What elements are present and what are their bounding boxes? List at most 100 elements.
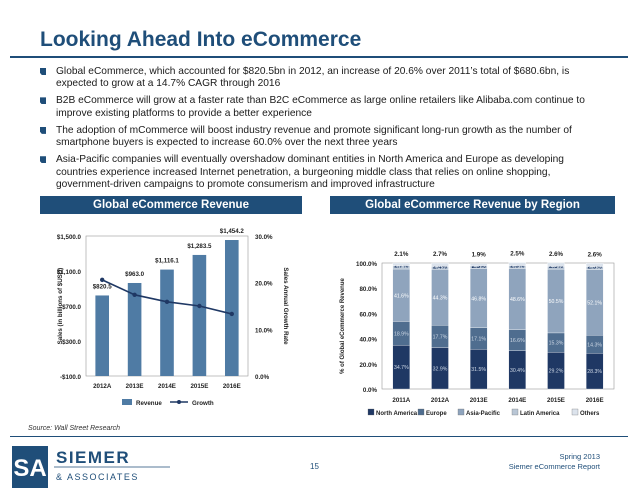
y2-tick-label: 10.0% xyxy=(255,327,273,334)
growth-marker xyxy=(197,303,202,309)
data-label-segment: 28.3% xyxy=(587,369,602,375)
title-divider xyxy=(10,56,628,58)
data-label-others: 2.6% xyxy=(588,251,603,258)
data-label-segment: 52.1% xyxy=(587,301,602,307)
revenue-data-label: $1,454.2 xyxy=(220,228,245,235)
legend-label: Latin America xyxy=(520,411,560,417)
data-label-segment: 41.6% xyxy=(394,293,409,299)
data-label-segment: 44.3% xyxy=(433,295,448,301)
revenue-data-label: $1,116.1 xyxy=(155,258,179,265)
revenue-data-label: $1,283.5 xyxy=(187,243,212,250)
legend-label-growth: Growth xyxy=(192,400,214,407)
y-tick-label: 80.0% xyxy=(359,286,377,293)
svg-text:SIEMER: SIEMER xyxy=(56,448,130,467)
y-tick-label: $300.0 xyxy=(62,339,81,346)
growth-marker xyxy=(100,277,105,283)
y-tick-label: $1,100.0 xyxy=(57,269,82,276)
data-label-segment: 18.9% xyxy=(394,331,409,337)
y2-tick-label: 30.0% xyxy=(255,234,273,241)
revenue-bar xyxy=(160,269,174,376)
siemer-logo: SA SIEMER & ASSOCIATES xyxy=(12,446,170,488)
x-tick-label: 2012A xyxy=(431,397,450,404)
revenue-data-label: $963.0 xyxy=(125,271,144,278)
data-label-segment: 48.6% xyxy=(510,297,525,303)
x-tick-label: 2013E xyxy=(126,383,144,390)
svg-text:SA: SA xyxy=(13,455,46,482)
legend-swatch xyxy=(457,408,465,416)
x-tick-label: 2016E xyxy=(223,383,241,390)
revenue-bar xyxy=(192,254,207,376)
stack-segment xyxy=(586,263,604,267)
source-note: Source: Wall Street Research xyxy=(28,425,121,432)
data-label-others: 2.5% xyxy=(510,250,525,257)
x-tick-label: 2015E xyxy=(190,383,208,390)
data-label-others: 2.1% xyxy=(394,251,409,258)
footer-divider xyxy=(10,436,628,437)
growth-marker xyxy=(164,299,170,304)
growth-marker xyxy=(132,292,137,297)
data-label-latin-america: 2.7% xyxy=(394,263,409,270)
data-label-latin-america: 2.3% xyxy=(472,263,487,270)
x-tick-label: 2014E xyxy=(508,397,526,404)
y-tick-label: 60.0% xyxy=(359,311,377,318)
legend-label: Others xyxy=(580,411,600,417)
revenue-chart-header: Global eCommerce Revenue xyxy=(40,196,302,214)
data-label-segment: 30.4% xyxy=(510,368,525,374)
revenue-bar xyxy=(224,240,239,376)
bullet-icon xyxy=(40,68,46,75)
y-tick-label: 100.0% xyxy=(356,261,377,268)
bullet-icon xyxy=(40,156,46,164)
y2-tick-label: 20.0% xyxy=(255,281,273,288)
y2-tick-label: 0.0% xyxy=(255,374,270,381)
x-tick-label: 2013E xyxy=(470,397,488,404)
y-tick-label: $1,500.0 xyxy=(57,234,82,241)
data-label-segment: 17.1% xyxy=(471,337,486,343)
bullet-text: The adoption of mCommerce will boost ind… xyxy=(56,124,572,149)
legend-label: North America xyxy=(376,411,418,417)
y-tick-label: 0.0% xyxy=(363,387,378,394)
revenue-chart: -$100.0 $300.0 $700.0 $1,100.0 $1,500.0 0.0% 1… xyxy=(57,228,289,407)
region-chart: 0.0% 20.0% 40.0% 60.0% 80.0% 100.0% % of Globa… xyxy=(340,250,615,417)
slide-title: Looking Ahead Into eCommerce xyxy=(40,28,362,51)
stack-segment xyxy=(431,262,449,267)
growth-marker xyxy=(229,311,234,317)
data-label-others: 1.9% xyxy=(472,252,487,259)
bullet-list: Global eCommerce, which accounted for $8… xyxy=(38,66,598,196)
y2-axis-label: Sales Annual Growth Rate xyxy=(282,267,289,345)
x-tick-label: 2016E xyxy=(586,397,604,404)
data-label-segment: 16.6% xyxy=(510,338,525,344)
data-label-segment: 17.7% xyxy=(433,334,448,340)
page-number: 15 xyxy=(310,462,319,471)
data-label-latin-america: 2.5% xyxy=(549,263,564,270)
data-label-segment: 29.2% xyxy=(549,369,564,375)
y-tick-label: -$100.0 xyxy=(60,374,82,381)
stack-segment xyxy=(470,263,488,267)
legend-label-revenue: Revenue xyxy=(136,400,162,407)
data-label-latin-america: 2.5% xyxy=(588,264,603,271)
legend-swatch-revenue xyxy=(122,399,132,405)
y-tick-label: 20.0% xyxy=(359,362,377,369)
data-label-segment: 14.3% xyxy=(587,342,602,348)
data-label-segment: 34.7% xyxy=(394,365,409,371)
x-tick-label: 2014E xyxy=(158,383,176,390)
bullet-text: B2B eCommerce will grow at a faster rate… xyxy=(56,95,585,119)
region-chart-header: Global eCommerce Revenue by Region xyxy=(330,196,615,214)
data-label-others: 2.7% xyxy=(433,251,448,258)
legend-swatch xyxy=(417,408,425,416)
x-tick-label: 2012A xyxy=(93,383,112,390)
data-label-segment: 50.5% xyxy=(549,299,564,305)
x-tick-label: 2015E xyxy=(547,397,565,404)
x-tick-label: 2011A xyxy=(392,397,410,404)
data-label-segment: 31.5% xyxy=(471,367,486,373)
revenue-data-label: $820.5 xyxy=(93,283,112,290)
bullet-item: B2B eCommerce will grow at a faster rate… xyxy=(38,95,598,120)
legend-marker-growth xyxy=(177,400,181,404)
y-axis-label: Sales (in billions of $USD) xyxy=(57,268,64,345)
bullet-item: Global eCommerce, which accounted for $8… xyxy=(38,66,598,91)
y-tick-label: $700.0 xyxy=(62,304,81,311)
bullet-text: Asia-Pacific companies will eventually o… xyxy=(56,154,564,191)
legend-swatch xyxy=(511,408,519,416)
stack-segment xyxy=(392,262,410,266)
y-tick-label: 40.0% xyxy=(359,337,377,344)
svg-text:& ASSOCIATES: & ASSOCIATES xyxy=(56,472,139,482)
